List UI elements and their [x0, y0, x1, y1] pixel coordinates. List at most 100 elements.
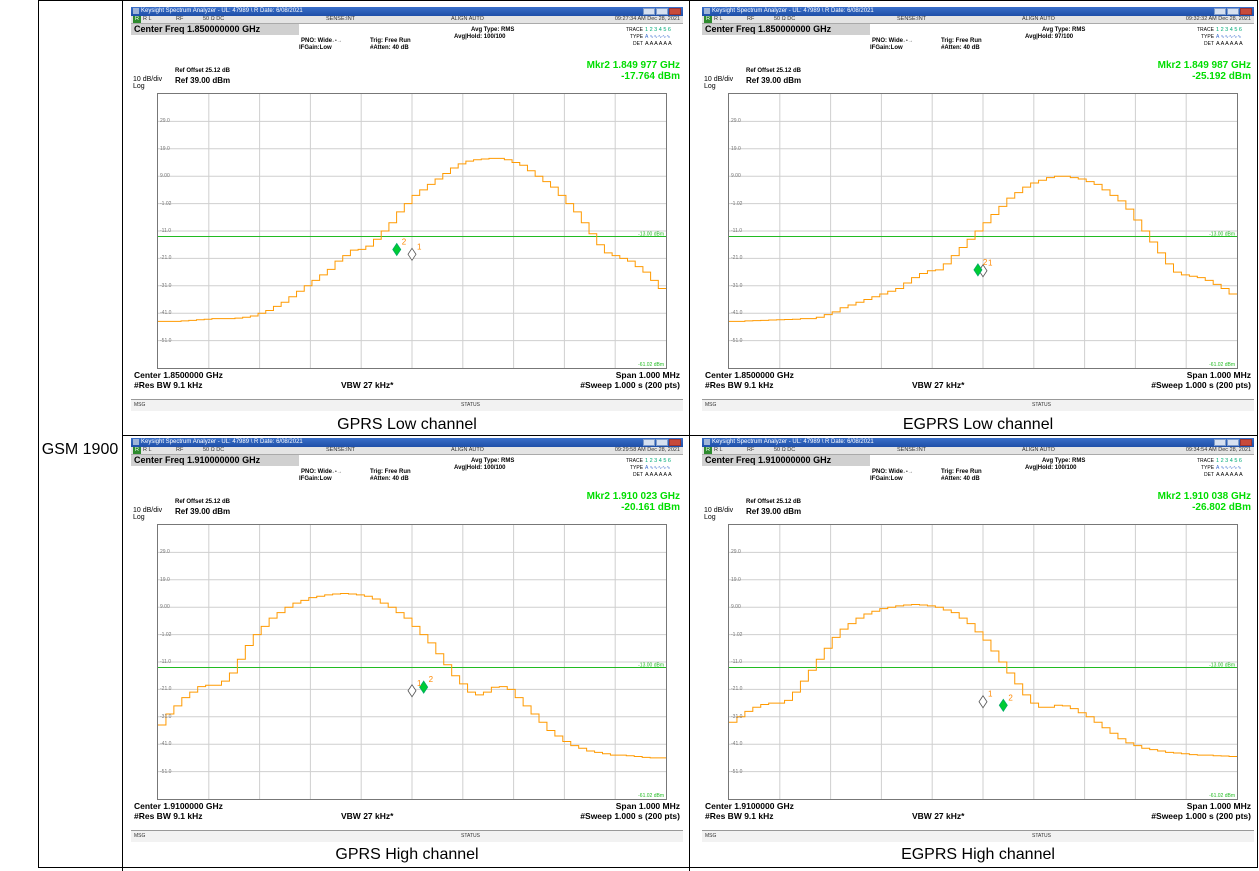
vbw-label: VBW 27 kHz*	[341, 380, 394, 390]
marker-level: -20.161 dBm	[621, 502, 680, 513]
minimize-button[interactable]	[643, 8, 655, 15]
y-tick-label: -11.0	[160, 659, 172, 665]
close-button[interactable]	[669, 8, 681, 15]
bottom-line-label: -61.02 dBm	[1209, 793, 1235, 799]
marker-2-icon	[998, 698, 1008, 713]
status-label: STATUS	[461, 402, 480, 408]
scale-label: 10 dB/div	[704, 507, 734, 514]
row-label: GSM 1900	[41, 441, 119, 458]
maximize-button[interactable]	[1227, 8, 1239, 15]
marker-1-label: 1	[988, 690, 993, 699]
spectrum-trace	[158, 593, 666, 759]
rl-label: R L	[143, 16, 152, 22]
maximize-button[interactable]	[656, 8, 668, 15]
trace-numbers: 1 2 3 4 5 6	[1216, 458, 1242, 464]
y-tick-label: -31.0	[160, 282, 172, 289]
marker-2-icon	[392, 242, 402, 257]
type-label: TYPE	[1201, 34, 1215, 40]
channel-caption: EGPRS Low channel	[902, 416, 1054, 433]
display-line-label: -13.00 dBm	[638, 231, 664, 237]
center-freq-field[interactable]: Center Freq 1.910000000 GHz	[131, 455, 299, 466]
datetime: 09:27:34 AM Dec 28, 2021	[614, 16, 680, 22]
minimize-button[interactable]	[1214, 8, 1226, 15]
rl-indicator: R	[704, 447, 712, 454]
spectrum-graticule: -13.00 dBm -61.02 dBm 1 2 29.0 19.0 9.00 -1.02-…	[157, 93, 667, 369]
trace-label: TRACE	[626, 458, 643, 464]
y-tick-label: 19.0	[160, 576, 170, 583]
status-label: STATUS	[461, 833, 480, 839]
align-label: ALIGN AUTO	[451, 16, 484, 22]
scale-label: 10 dB/div	[133, 507, 163, 514]
ifgain-label: IFGain:Low	[870, 45, 903, 51]
log-label: Log	[133, 83, 145, 90]
spectrum-graticule: -13.00 dBm -61.02 dBm 1 2 29.0 19.0 9.00 -1.02-…	[728, 93, 1238, 369]
span-label: Span 1.000 MHz	[615, 370, 680, 380]
y-tick-label: -51.0	[160, 768, 172, 775]
y-tick-label: -21.0	[731, 255, 743, 262]
center-freq-field[interactable]: Center Freq 1.850000000 GHz	[702, 24, 870, 35]
y-tick-label: 29.0	[160, 549, 170, 556]
spectrum-trace	[158, 157, 666, 322]
minimize-button[interactable]	[1214, 439, 1226, 446]
ref-level-label: Ref 39.00 dBm	[175, 507, 231, 516]
ref-level-label: Ref 39.00 dBm	[746, 507, 802, 516]
display-line-label: -13.00 dBm	[1209, 662, 1235, 668]
rf-label: RF	[747, 447, 755, 453]
trig-label: Trig: Free Run	[370, 38, 411, 44]
log-label: Log	[704, 514, 716, 521]
sense-label: SENSE:INT	[326, 16, 356, 22]
close-button[interactable]	[669, 439, 681, 446]
y-tick-label: -31.0	[731, 713, 743, 720]
spectrum-analyzer-screenshot: Keysight Spectrum Analyzer - UL: 47989 \…	[702, 438, 1254, 842]
y-tick-label: -41.0	[160, 741, 172, 748]
log-label: Log	[133, 514, 145, 521]
avg-type-label: Avg Type: RMS	[1042, 27, 1086, 33]
det-values: A A A A A A	[1216, 41, 1243, 47]
y-tick-label: -41.0	[160, 310, 172, 317]
center-label: Center 1.9100000 GHz	[705, 801, 794, 811]
center-freq-field[interactable]: Center Freq 1.910000000 GHz	[702, 455, 870, 466]
atten-label: #Atten: 40 dB	[941, 476, 980, 482]
close-button[interactable]	[1240, 439, 1252, 446]
marker-frequency: Mkr2 1.910 038 GHz	[1157, 491, 1251, 502]
spectrum-analyzer-screenshot: Keysight Spectrum Analyzer - UL: 47989 \…	[131, 438, 683, 842]
center-freq-field[interactable]: Center Freq 1.850000000 GHz	[131, 24, 299, 35]
rl-label: R L	[143, 447, 152, 453]
msg-label: MSG	[705, 402, 717, 408]
msg-label: MSG	[134, 833, 146, 839]
app-icon	[704, 439, 710, 445]
window-title: Keysight Spectrum Analyzer - UL: 47989 \…	[141, 439, 303, 445]
impedance-label: 50 Ω DC	[203, 16, 225, 22]
atten-label: #Atten: 40 dB	[941, 45, 980, 51]
minimize-button[interactable]	[643, 439, 655, 446]
avg-hold-label: Avg|Hold: 100/100	[1025, 465, 1077, 471]
pno-arrow-icon: →•→	[330, 469, 342, 475]
sweep-label: #Sweep 1.000 s (200 pts)	[1151, 380, 1251, 390]
y-tick-label: 29.0	[731, 118, 741, 125]
sweep-label: #Sweep 1.000 s (200 pts)	[1151, 811, 1251, 821]
center-label: Center 1.8500000 GHz	[134, 370, 223, 380]
trace-label: TRACE	[626, 27, 643, 33]
marker-2-label: 2	[402, 238, 407, 247]
y-tick-label: -21.0	[731, 686, 743, 693]
rl-indicator: R	[704, 16, 712, 23]
trig-label: Trig: Free Run	[941, 38, 982, 44]
ref-offset-label: Ref Offset 25.12 dB	[175, 68, 231, 74]
rf-label: RF	[176, 447, 184, 453]
datetime: 09:29:58 AM Dec 28, 2021	[614, 447, 680, 453]
sense-label: SENSE:INT	[897, 447, 927, 453]
close-button[interactable]	[1240, 8, 1252, 15]
pno-label: PNO: Wide	[301, 38, 332, 44]
pno-label: PNO: Wide	[872, 469, 903, 475]
y-tick-label: 29.0	[160, 118, 170, 125]
y-tick-label: -1.02	[731, 200, 743, 207]
res-bw-label: #Res BW 9.1 kHz	[705, 811, 774, 821]
ref-offset-label: Ref Offset 25.12 dB	[746, 68, 802, 74]
measurement-table	[38, 0, 1258, 868]
scale-label: 10 dB/div	[133, 76, 163, 83]
maximize-button[interactable]	[1227, 439, 1239, 446]
maximize-button[interactable]	[656, 439, 668, 446]
